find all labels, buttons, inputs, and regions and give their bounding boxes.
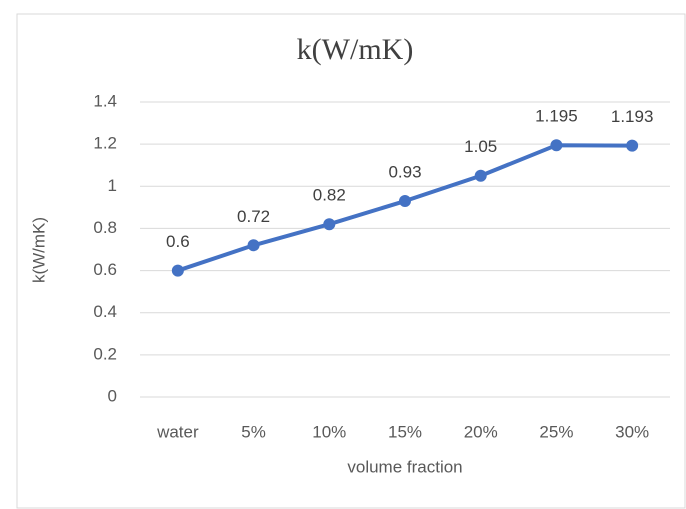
data-label: 1.05 [464,137,497,156]
y-axis-label: k(W/mK) [29,217,48,283]
data-point [323,218,336,231]
y-tick-label: 0.2 [93,344,117,363]
x-tick-label: 30% [615,422,649,441]
y-tick-label: 0.4 [93,302,117,321]
data-label: 0.72 [237,207,270,226]
y-tick-label: 0.6 [93,260,117,279]
data-point [247,239,260,252]
y-tick-label: 1 [108,176,117,195]
x-tick-label: 15% [388,422,422,441]
x-tick-label: 10% [312,422,346,441]
y-tick-label: 0.8 [93,218,117,237]
data-point [171,264,184,277]
data-point [474,169,487,182]
data-label: 1.195 [535,107,578,126]
x-tick-label: 5% [241,422,266,441]
x-tick-label: 25% [539,422,573,441]
data-label: 0.82 [313,186,346,205]
chart-frame [16,13,686,509]
chart-title: k(W/mK) [297,33,414,66]
x-axis-label: volume fraction [347,457,462,476]
data-point [550,139,563,152]
data-label: 0.6 [166,232,190,251]
y-tick-label: 1.2 [93,134,117,153]
y-tick-label: 1.4 [93,91,117,110]
data-point [399,195,411,208]
data-label: 0.93 [388,163,421,182]
data-point [626,139,639,152]
data-label: 1.193 [611,107,654,126]
y-tick-label: 0 [108,386,117,405]
x-tick-label: 20% [464,422,498,441]
x-tick-label: water [156,422,199,441]
